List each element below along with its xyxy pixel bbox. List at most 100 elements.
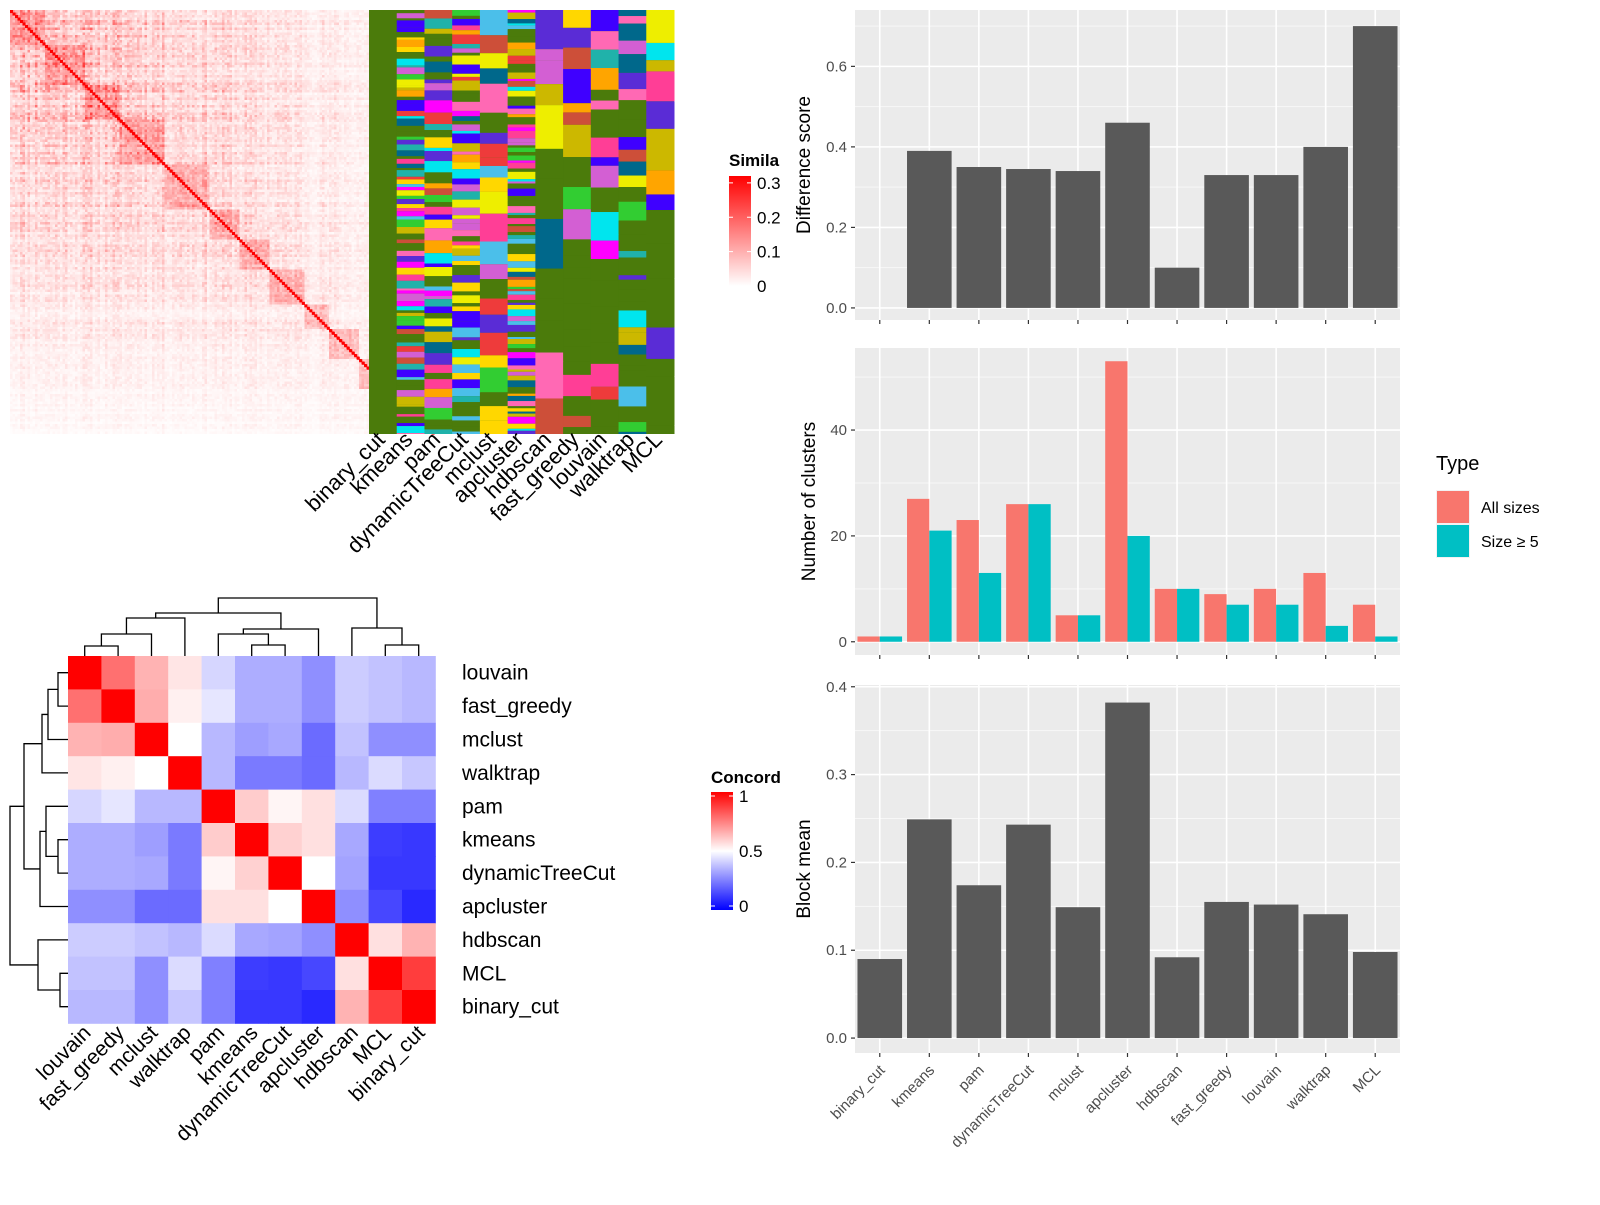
assignment-cell [452, 372, 481, 380]
diagonal-cell [22, 22, 26, 26]
diagonal-cell [264, 264, 268, 268]
x-tick-label: apcluster [1081, 1062, 1136, 1117]
column-dendrogram-link [84, 645, 119, 656]
assignment-cell [479, 241, 509, 265]
row-dendrogram-link [57, 672, 68, 707]
assignment-cell [452, 52, 481, 56]
assignment-cell [563, 124, 592, 158]
assignment-cell [507, 352, 536, 359]
assignment-cell [452, 321, 481, 328]
concordance-cell [268, 823, 303, 857]
diagonal-cell [366, 366, 370, 370]
assignment-cell [590, 165, 620, 188]
diagonal-cell [246, 246, 251, 251]
concordance-cell [402, 756, 436, 790]
assignment-cell [424, 124, 453, 130]
assignment-cell [424, 425, 453, 430]
assignment-cell [424, 407, 453, 420]
similarity-legend-label: 0.3 [757, 174, 781, 193]
bar-size-5 [1276, 604, 1299, 642]
assignment-cell [424, 326, 453, 332]
assignment-cell [424, 429, 453, 434]
concordance-cell [402, 856, 436, 891]
assignment-cell [618, 310, 647, 328]
assignment-cell [563, 346, 592, 362]
diagonal-cell [341, 341, 345, 345]
assignment-cell [396, 320, 425, 326]
assignment-cell [563, 255, 592, 268]
concordance-cell [402, 823, 436, 857]
concordance-cell [235, 689, 269, 724]
concordance-row-label: apcluster [462, 896, 547, 919]
diagonal-cell [117, 117, 121, 121]
diagonal-cell [256, 256, 261, 261]
assignment-cell [452, 311, 481, 322]
bar [907, 150, 952, 308]
assignment-cell [424, 219, 453, 229]
assignment-cell [479, 10, 509, 36]
bar-all-sizes [1154, 588, 1178, 642]
concordance-cell [368, 656, 403, 690]
diagonal-cell [37, 37, 41, 41]
diagonal-cell [329, 329, 333, 333]
assignment-cell [424, 276, 453, 287]
concordance-cell [301, 823, 336, 857]
diagonal-cell [219, 219, 223, 223]
assignment-cell [646, 210, 675, 244]
assignment-cell [507, 145, 536, 148]
assignment-cell [618, 10, 647, 17]
assignment-cell [590, 306, 620, 324]
diagonal-cell [159, 159, 163, 163]
legend-title: Type [1436, 453, 1479, 475]
diagonal-cell [99, 99, 103, 103]
assignment-cell [424, 33, 453, 39]
assignment-cell [396, 150, 425, 157]
concordance-cell [68, 722, 102, 757]
diagonal-cell [107, 107, 111, 111]
bar-all-sizes [1352, 604, 1376, 642]
concordance-cell [268, 990, 303, 1024]
assignment-cell [452, 291, 481, 296]
concordance-cell [402, 789, 436, 824]
diagonal-cell [259, 259, 263, 263]
assignment-cell [507, 286, 536, 290]
assignment-cell [507, 25, 536, 30]
assignment-cell [618, 422, 647, 432]
assignment-cell [424, 331, 453, 343]
concordance-cell [134, 656, 169, 690]
concordance-cell [301, 789, 336, 824]
assignment-cell [452, 110, 481, 117]
concordance-cell [235, 889, 269, 924]
assignment-cell [507, 168, 536, 172]
concordance-cell [101, 656, 136, 690]
diagonal-cell [102, 102, 106, 106]
assignment-cell [396, 87, 425, 91]
assignment-cell [507, 66, 536, 73]
assignment-cell [563, 209, 592, 240]
assignment-cell [396, 433, 425, 434]
assignment-cell [452, 10, 481, 16]
assignment-cell [507, 212, 536, 216]
assignment-cell [452, 101, 481, 111]
diagonal-cell [119, 119, 123, 123]
diagonal-cell [74, 74, 78, 78]
assignment-cell [424, 286, 453, 291]
assignment-cell [479, 35, 509, 54]
diagonal-cell [229, 229, 233, 233]
assignment-cell [452, 282, 481, 292]
assignment-cell [618, 275, 647, 280]
assignment-cell [618, 386, 647, 407]
concordance-cell [235, 789, 269, 824]
y-tick-label: 0.3 [826, 767, 847, 784]
assignment-cell [646, 10, 675, 43]
assignment-cell [452, 154, 481, 163]
assignment-cell [563, 68, 592, 104]
diagonal-cell [17, 17, 21, 21]
diagonal-cell [194, 194, 198, 198]
assignment-cell [507, 86, 536, 91]
assignment-cell [479, 355, 509, 368]
assignment-cell [396, 233, 425, 240]
assignment-cell [563, 396, 592, 416]
assignment-cell [507, 249, 536, 255]
